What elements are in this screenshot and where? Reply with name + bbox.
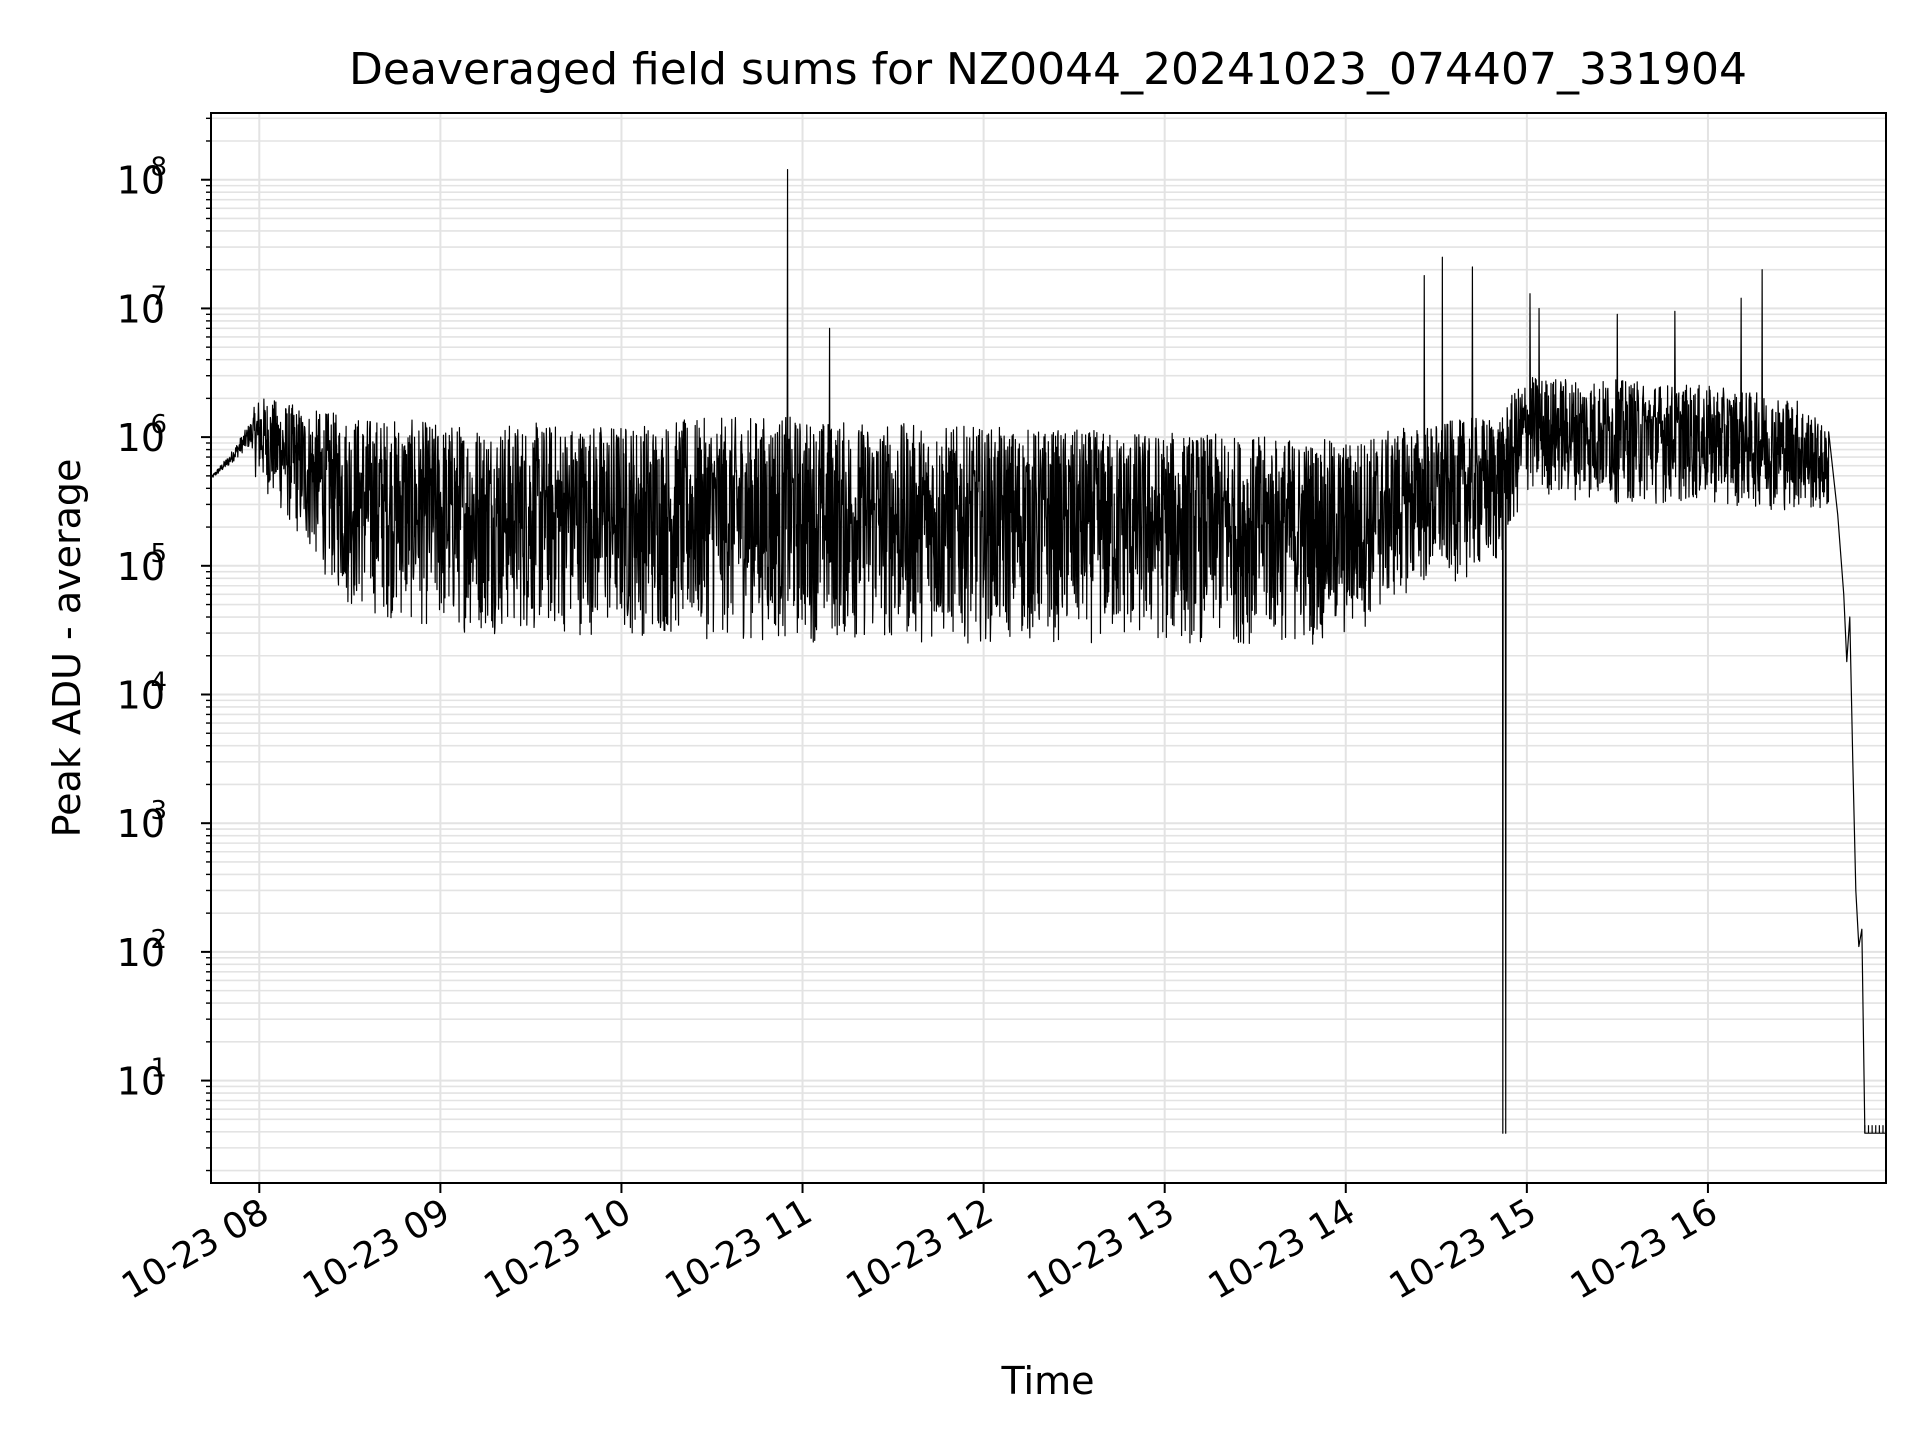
data-series bbox=[210, 168, 1886, 1134]
y-tick-exponent: 3 bbox=[150, 796, 167, 826]
y-tick-exponent: 2 bbox=[150, 925, 167, 955]
y-tick-label: 10 bbox=[117, 1060, 165, 1104]
chart-title: Deaveraged field sums for NZ0044_2024102… bbox=[349, 44, 1747, 95]
y-tick-label: 10 bbox=[117, 802, 165, 846]
y-tick-label: 10 bbox=[117, 287, 165, 331]
y-tick-exponent: 1 bbox=[150, 1054, 167, 1084]
y-axis-label: Peak ADU - average bbox=[45, 459, 89, 838]
y-tick-exponent: 7 bbox=[150, 281, 167, 311]
y-tick-label: 10 bbox=[117, 416, 165, 460]
y-tick-label: 10 bbox=[117, 159, 165, 203]
series-line bbox=[210, 168, 1886, 1134]
y-tick-label: 10 bbox=[117, 931, 165, 975]
y-tick-exponent: 6 bbox=[150, 410, 167, 440]
y-tick-label: 10 bbox=[117, 673, 165, 717]
y-tick-exponent: 4 bbox=[150, 667, 167, 697]
x-axis-label: Time bbox=[1001, 1359, 1095, 1403]
y-tick-exponent: 8 bbox=[150, 153, 167, 183]
grid-lines bbox=[211, 113, 1886, 1183]
y-tick-label: 10 bbox=[117, 545, 165, 589]
y-tick-exponent: 5 bbox=[150, 539, 167, 569]
plot-frame bbox=[210, 112, 1887, 1184]
